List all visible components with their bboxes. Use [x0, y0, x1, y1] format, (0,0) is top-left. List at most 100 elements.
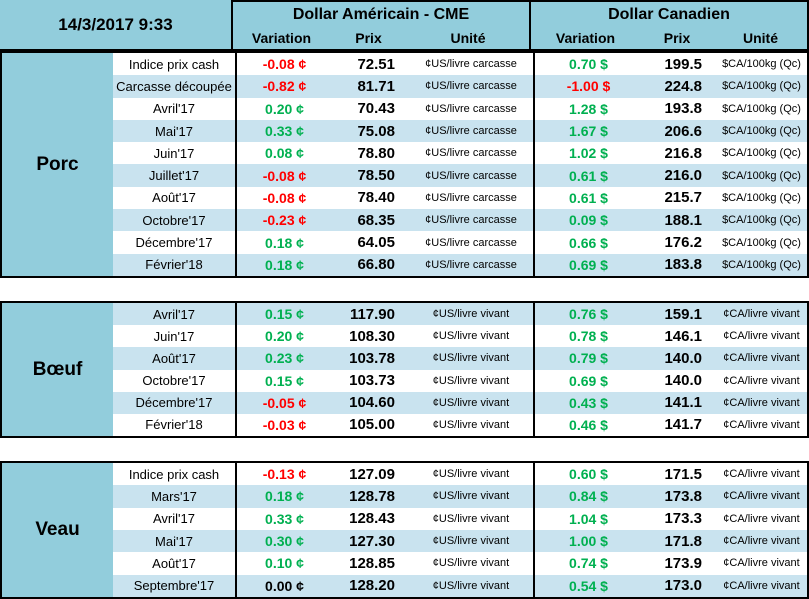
table-row: Août'17 0.23 ¢ 103.78 ¢US/livre vivant 0.79 … [113, 347, 807, 370]
us-prix-value: 128.85 [349, 554, 395, 572]
us-prix-value: 72.51 [357, 55, 395, 73]
us-variation-value: 0.20 ¢ [235, 325, 332, 348]
ca-unite-value: ¢CA/livre vivant [723, 308, 800, 321]
us-dollar-header: Dollar Américain - CME [292, 5, 470, 23]
ca-unite-value: ¢CA/livre vivant [723, 468, 800, 481]
table-row: Indice prix cash -0.08 ¢ 72.51 ¢US/livre ca… [113, 53, 807, 76]
ca-variation-header: Variation [555, 30, 616, 47]
item-label: Septembre'17 [133, 578, 215, 594]
ca-variation-value: 0.43 $ [533, 391, 642, 414]
section-gap [0, 438, 809, 461]
ca-prix-value: 176.2 [664, 234, 702, 252]
ca-variation-value: 0.70 $ [533, 53, 642, 76]
section-rows: Avril'17 0.15 ¢ 117.90 ¢US/livre vivant 0.76… [113, 303, 807, 437]
ca-prix-value: 206.6 [664, 122, 702, 140]
item-label: Carcasse découpée [116, 78, 232, 94]
us-prix-value: 103.78 [349, 349, 395, 367]
us-variation-value: 0.10 ¢ [235, 552, 332, 575]
ca-unite-value: $CA/100kg (Qc) [722, 58, 801, 71]
ca-dollar-column-group: Dollar Canadien Variation Prix Unité [531, 0, 809, 51]
category-label-porc: Porc [2, 53, 113, 276]
ca-unite-value: ¢CA/livre vivant [723, 512, 800, 525]
ca-variation-value: 0.69 $ [533, 253, 642, 276]
us-unite-value: ¢US/livre vivant [432, 352, 510, 365]
table-row: Avril'17 0.15 ¢ 117.90 ¢US/livre vivant 0.76… [113, 303, 807, 326]
ca-prix-value: 173.0 [664, 577, 702, 595]
us-variation-value: -0.03 ¢ [235, 413, 332, 437]
table-row: Octobre'17 -0.23 ¢ 68.35 ¢US/livre carcasse… [113, 209, 807, 232]
item-label: Février'18 [145, 417, 203, 433]
us-variation-value: -0.82 ¢ [235, 75, 332, 98]
us-variation-value: -0.08 ¢ [235, 164, 332, 187]
us-variation-value: -0.05 ¢ [235, 391, 332, 414]
us-prix-value: 78.80 [357, 144, 395, 162]
us-prix-value: 117.90 [349, 305, 395, 323]
us-prix-value: 81.71 [357, 77, 395, 95]
table-row: Septembre'17 0.00 ¢ 128.20 ¢US/livre vivant… [113, 574, 807, 597]
ca-prix-value: 224.8 [664, 77, 702, 95]
us-unite-value: ¢US/livre vivant [432, 418, 510, 431]
us-prix-header: Prix [355, 30, 382, 47]
ca-prix-value: 193.8 [664, 100, 702, 118]
us-unite-value: ¢US/livre carcasse [425, 58, 517, 71]
us-unite-value: ¢US/livre vivant [432, 374, 510, 387]
section-gap [0, 278, 809, 301]
item-label: Indice prix cash [128, 466, 220, 482]
us-prix-value: 64.05 [357, 234, 395, 252]
us-variation-value: 0.30 ¢ [235, 529, 332, 553]
us-unite-value: ¢US/livre carcasse [425, 80, 517, 93]
item-label: Août'17 [152, 350, 196, 366]
ca-unite-value: $CA/100kg (Qc) [722, 258, 801, 271]
table-row: Juillet'17 -0.08 ¢ 78.50 ¢US/livre carcasse… [113, 164, 807, 187]
ca-variation-value: -1.00 $ [533, 75, 642, 98]
us-variation-value: 0.20 ¢ [235, 97, 332, 120]
ca-variation-value: 1.04 $ [533, 507, 642, 530]
us-prix-value: 108.30 [349, 327, 395, 345]
us-prix-value: 66.80 [357, 256, 395, 274]
us-unite-value: ¢US/livre carcasse [425, 258, 517, 271]
us-prix-value: 78.40 [357, 189, 395, 207]
ca-variation-value: 1.67 $ [533, 119, 642, 143]
ca-variation-value: 0.74 $ [533, 552, 642, 575]
item-label: Octobre'17 [142, 373, 206, 389]
ca-prix-value: 140.0 [664, 349, 702, 367]
item-label: Mai'17 [155, 533, 193, 549]
us-prix-value: 127.09 [349, 465, 395, 483]
ca-unite-value: $CA/100kg (Qc) [722, 214, 801, 227]
item-label: Août'17 [152, 190, 196, 206]
table-row: Mars'17 0.18 ¢ 128.78 ¢US/livre vivant 0.84 … [113, 485, 807, 508]
ca-variation-value: 0.79 $ [533, 347, 642, 370]
ca-prix-value: 188.1 [664, 211, 702, 229]
table-row: Février'18 0.18 ¢ 66.80 ¢US/livre carcasse 0… [113, 253, 807, 276]
item-label: Avril'17 [153, 101, 195, 117]
table-header: 14/3/2017 9:33 Dollar Américain - CME Va… [0, 0, 809, 51]
ca-unite-value: ¢CA/livre vivant [723, 352, 800, 365]
ca-prix-value: 173.8 [664, 487, 702, 505]
ca-variation-value: 1.28 $ [533, 97, 642, 120]
us-variation-value: 0.18 ¢ [235, 485, 332, 508]
item-label: Juillet'17 [148, 168, 200, 184]
item-label: Avril'17 [153, 511, 195, 527]
us-variation-value: 0.18 ¢ [235, 231, 332, 254]
us-variation-value: 0.00 ¢ [235, 574, 332, 597]
us-unite-value: ¢US/livre vivant [432, 535, 510, 548]
table-row: Février'18 -0.03 ¢ 105.00 ¢US/livre vivant 0… [113, 413, 807, 437]
table-row: Décembre'17 -0.05 ¢ 104.60 ¢US/livre vivant… [113, 391, 807, 414]
ca-unite-value: $CA/100kg (Qc) [722, 147, 801, 160]
ca-unite-value: $CA/100kg (Qc) [722, 102, 801, 115]
ca-unite-value: ¢CA/livre vivant [723, 535, 800, 548]
us-unite-value: ¢US/livre carcasse [425, 169, 517, 182]
ca-unite-value: $CA/100kg (Qc) [722, 191, 801, 204]
us-prix-value: 68.35 [357, 211, 395, 229]
section-rows: Indice prix cash -0.08 ¢ 72.51 ¢US/livre ca… [113, 53, 807, 276]
ca-unite-value: $CA/100kg (Qc) [722, 80, 801, 93]
ca-prix-value: 183.8 [664, 256, 702, 274]
ca-prix-value: 199.5 [664, 55, 702, 73]
table-row: Mai'17 0.30 ¢ 127.30 ¢US/livre vivant 1.00 $… [113, 529, 807, 553]
table-row: Mai'17 0.33 ¢ 75.08 ¢US/livre carcasse 1.67 … [113, 119, 807, 143]
ca-unite-value: ¢CA/livre vivant [723, 490, 800, 503]
us-prix-value: 70.43 [357, 100, 395, 118]
item-label: Juin'17 [153, 328, 195, 344]
category-label-veau: Veau [2, 463, 113, 597]
